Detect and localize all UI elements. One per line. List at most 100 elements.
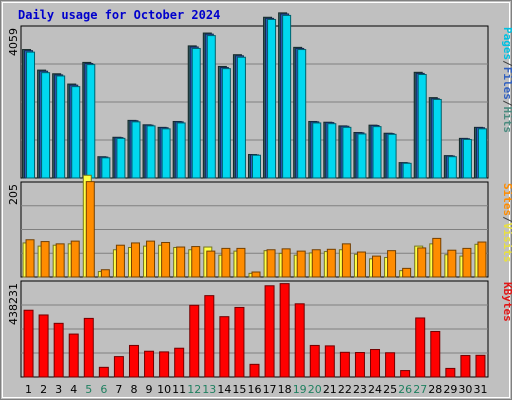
x-tick-day: 12 bbox=[187, 383, 201, 396]
x-tick-day: 27 bbox=[413, 383, 427, 396]
bar-kbytes-day-4 bbox=[68, 333, 79, 378]
x-tick-day: 21 bbox=[323, 383, 337, 396]
bar-sites-day-5 bbox=[85, 181, 95, 278]
bar-kbytes-day-26 bbox=[400, 370, 411, 378]
x-tick-day: 18 bbox=[278, 383, 292, 396]
bar-sites-day-7 bbox=[115, 244, 125, 278]
bar-pages-day-19 bbox=[297, 49, 307, 179]
bar-pages-day-13 bbox=[206, 35, 216, 179]
bar-sites-day-16 bbox=[251, 271, 261, 278]
bar-pages-day-26 bbox=[402, 162, 412, 179]
bar-kbytes-day-9 bbox=[144, 350, 155, 378]
bar-kbytes-day-29 bbox=[445, 367, 456, 378]
bar-pages-day-2 bbox=[41, 72, 51, 179]
bar-kbytes-day-18 bbox=[279, 283, 290, 378]
bar-sites-day-4 bbox=[70, 240, 80, 278]
bar-sites-day-2 bbox=[40, 241, 50, 278]
x-tick-day: 29 bbox=[443, 383, 457, 396]
legend-entry: Visits bbox=[501, 223, 512, 263]
panel-legend: Pages/Files/Hits bbox=[501, 27, 512, 133]
x-tick-day: 24 bbox=[368, 383, 382, 396]
x-tick-day: 30 bbox=[458, 383, 472, 396]
legend-entry: Pages bbox=[501, 27, 512, 60]
x-tick-day: 17 bbox=[263, 383, 277, 396]
bar-kbytes-day-1 bbox=[23, 309, 34, 378]
panel-max-label: 205 bbox=[7, 184, 20, 205]
x-tick-day: 16 bbox=[248, 383, 262, 396]
legend-entry: / bbox=[501, 216, 512, 223]
bar-pages-day-8 bbox=[131, 121, 141, 179]
chart-title: Daily usage for October 2024 bbox=[18, 8, 220, 22]
legend-entry: Files bbox=[501, 67, 512, 100]
bar-kbytes-day-22 bbox=[339, 351, 350, 378]
bar-pages-day-3 bbox=[56, 75, 66, 179]
bar-pages-day-21 bbox=[327, 123, 337, 179]
bar-kbytes-day-11 bbox=[174, 347, 185, 378]
chart-panels: 4059Pages/Files/Hits205Sites/Visits43823… bbox=[7, 12, 512, 378]
x-tick-day: 2 bbox=[40, 383, 47, 396]
bar-pages-day-10 bbox=[161, 128, 171, 179]
bar-sites-day-17 bbox=[266, 249, 276, 278]
bar-sites-day-6 bbox=[100, 269, 110, 278]
bar-kbytes-day-17 bbox=[264, 285, 275, 378]
bar-pages-day-28 bbox=[432, 98, 442, 179]
x-tick-day: 8 bbox=[130, 383, 137, 396]
x-tick-day: 3 bbox=[55, 383, 62, 396]
bar-pages-day-9 bbox=[146, 125, 156, 179]
bar-kbytes-day-5 bbox=[83, 317, 94, 378]
bar-kbytes-day-6 bbox=[98, 366, 109, 378]
bar-sites-day-13 bbox=[206, 250, 216, 278]
bar-sites-day-22 bbox=[341, 243, 351, 278]
bar-pages-day-5 bbox=[86, 64, 96, 179]
bar-kbytes-day-28 bbox=[430, 330, 441, 378]
bar-sites-day-10 bbox=[161, 241, 171, 278]
x-tick-day: 14 bbox=[217, 383, 231, 396]
bar-pages-day-1 bbox=[26, 51, 36, 179]
bar-pages-day-29 bbox=[447, 156, 457, 179]
bar-sites-day-20 bbox=[311, 249, 321, 278]
x-tick-day: 7 bbox=[115, 383, 122, 396]
bar-sites-day-15 bbox=[236, 247, 246, 278]
bar-kbytes-day-2 bbox=[38, 314, 49, 378]
x-tick-day: 1 bbox=[25, 383, 32, 396]
legend-entry: / bbox=[501, 60, 512, 67]
bar-kbytes-day-13 bbox=[204, 295, 215, 378]
bar-pages-day-14 bbox=[221, 68, 231, 179]
bar-sites-day-1 bbox=[25, 239, 35, 278]
bar-sites-day-28 bbox=[432, 237, 442, 278]
bar-kbytes-day-21 bbox=[324, 345, 335, 378]
x-tick-day: 4 bbox=[70, 383, 77, 396]
x-tick-day: 31 bbox=[473, 383, 487, 396]
x-axis-ticks: 1 2 3 4 5 6 7 8 9 10 11 12 13 14 15 16 17 18 19 20 21 22 23 24 2… bbox=[25, 383, 487, 396]
x-tick-day: 19 bbox=[293, 383, 307, 396]
bar-pages-day-4 bbox=[71, 86, 81, 179]
bar-kbytes-day-23 bbox=[354, 352, 365, 378]
x-tick-day: 22 bbox=[338, 383, 352, 396]
bar-pages-day-22 bbox=[342, 126, 352, 179]
bar-pages-day-31 bbox=[477, 128, 487, 179]
panel-3: 438231 KBytes bbox=[7, 280, 512, 378]
x-tick-day: 26 bbox=[398, 383, 412, 396]
legend-entry: / bbox=[501, 100, 512, 107]
bar-sites-day-9 bbox=[146, 240, 156, 278]
legend-entry: Hits bbox=[501, 107, 512, 134]
bar-pages-day-20 bbox=[312, 122, 322, 179]
bar-kbytes-day-12 bbox=[189, 304, 200, 378]
bar-sites-day-3 bbox=[55, 243, 65, 278]
bar-sites-day-21 bbox=[326, 248, 336, 278]
bar-sites-day-27 bbox=[417, 247, 427, 278]
x-tick-day: 20 bbox=[308, 383, 322, 396]
bar-sites-day-26 bbox=[402, 267, 412, 278]
bar-pages-day-17 bbox=[267, 18, 277, 179]
x-tick-day: 9 bbox=[146, 383, 153, 396]
panel-legend: KBytes bbox=[501, 282, 512, 322]
bar-sites-day-24 bbox=[372, 255, 382, 278]
x-tick-day: 6 bbox=[100, 383, 107, 396]
bar-kbytes-day-7 bbox=[113, 356, 124, 378]
bar-sites-day-25 bbox=[387, 250, 397, 278]
panel-legend: Sites/Visits bbox=[501, 183, 512, 263]
bar-kbytes-day-19 bbox=[294, 303, 305, 378]
bar-kbytes-day-25 bbox=[385, 352, 396, 378]
bar-kbytes-day-15 bbox=[234, 306, 245, 378]
bar-pages-day-27 bbox=[417, 74, 427, 179]
